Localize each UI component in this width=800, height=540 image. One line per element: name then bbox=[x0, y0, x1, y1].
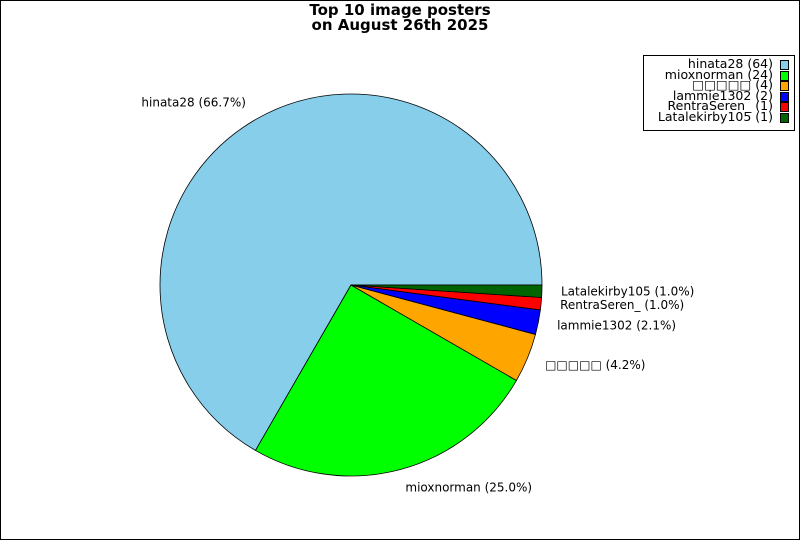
legend-label-5: Latalekirby105 (1) bbox=[657, 108, 773, 124]
legend-swatch-2 bbox=[780, 81, 789, 92]
legend-item-4: RentraSeren_ (1) bbox=[644, 98, 794, 114]
legend-item-3: lammie1302 (2) bbox=[644, 87, 794, 103]
slice-label-5: Latalekirby105 (1.0%) bbox=[561, 284, 694, 298]
pie-slices bbox=[159, 93, 543, 477]
slice-label-2: □□□□□ (4.2%) bbox=[545, 358, 645, 372]
legend-item-1: mioxnorman (24) bbox=[644, 66, 794, 82]
slice-label-0: hinata28 (66.7%) bbox=[141, 96, 246, 110]
slice-label-3: lammie1302 (2.1%) bbox=[557, 318, 676, 332]
legend: hinata28 (64) mioxnorman (24) □□□□□ (4) lam… bbox=[643, 55, 795, 131]
legend-swatch-4 bbox=[780, 102, 789, 113]
legend-item-5: Latalekirby105 (1) bbox=[644, 108, 794, 124]
legend-swatch-1 bbox=[780, 70, 789, 81]
pie-slice-1 bbox=[255, 284, 517, 477]
legend-label-2: □□□□□ (4) bbox=[692, 77, 773, 93]
legend-label-1: mioxnorman (24) bbox=[664, 66, 773, 82]
legend-item-0: hinata28 (64) bbox=[644, 56, 794, 71]
legend-swatch-3 bbox=[780, 91, 789, 102]
legend-rows: hinata28 (64) mioxnorman (24) □□□□□ (4) lam… bbox=[644, 56, 794, 123]
chart-title: Top 10 image posters on August 26th 2025 bbox=[1, 3, 799, 33]
legend-label-0: hinata28 (64) bbox=[687, 56, 773, 71]
pie-slice-5 bbox=[350, 284, 543, 298]
legend-swatch-0 bbox=[780, 60, 789, 70]
legend-label-4: RentraSeren_ (1) bbox=[667, 98, 773, 114]
chart-title-line-1: Top 10 image posters bbox=[309, 1, 491, 19]
pie-slice-0 bbox=[159, 93, 543, 451]
legend-swatch-5 bbox=[780, 112, 789, 123]
legend-item-2: □□□□□ (4) bbox=[644, 77, 794, 93]
slice-label-1: mioxnorman (25.0%) bbox=[405, 480, 532, 494]
chart-title-line-2: on August 26th 2025 bbox=[311, 16, 489, 34]
slice-label-4: RentraSeren_ (1.0%) bbox=[560, 298, 684, 312]
slice-labels: hinata28 (66.7%) mioxnorman (25.0%) □□□□□ … bbox=[141, 96, 694, 495]
legend-label-3: lammie1302 (2) bbox=[672, 87, 773, 103]
